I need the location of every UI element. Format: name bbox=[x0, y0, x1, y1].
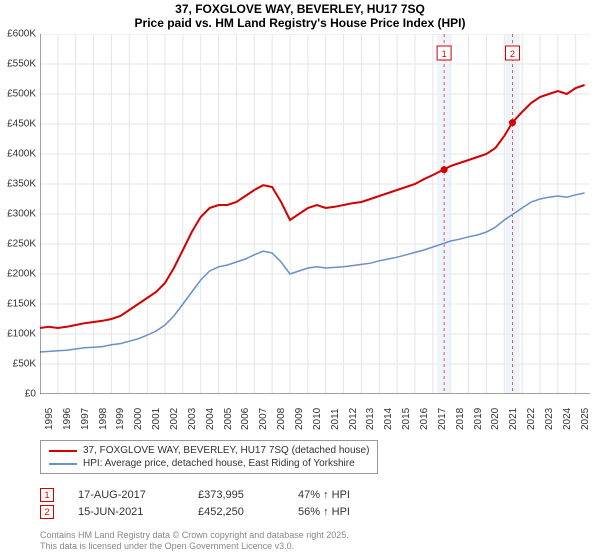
title-block: 37, FOXGLOVE WAY, BEVERLEY, HU17 7SQ Pri… bbox=[0, 0, 600, 34]
legend-swatch bbox=[49, 463, 77, 465]
x-tick-label: 1997 bbox=[80, 408, 91, 430]
sale-delta: 47% ↑ HPI bbox=[298, 489, 350, 501]
y-tick-label: £50K bbox=[13, 359, 36, 370]
sale-price: £373,995 bbox=[198, 489, 298, 501]
sale-row: 2 15-JUN-2021£452,25056% ↑ HPI bbox=[40, 505, 350, 519]
legend-label: 37, FOXGLOVE WAY, BEVERLEY, HU17 7SQ (de… bbox=[83, 445, 369, 456]
chart-svg: 12 bbox=[40, 34, 590, 394]
y-tick-label: £500K bbox=[7, 89, 36, 100]
footer-line1: Contains HM Land Registry data © Crown c… bbox=[40, 530, 349, 541]
legend-label: HPI: Average price, detached house, East… bbox=[83, 458, 355, 469]
x-tick-label: 2009 bbox=[294, 408, 305, 430]
y-tick-label: £300K bbox=[7, 209, 36, 220]
y-tick-label: £450K bbox=[7, 119, 36, 130]
svg-text:1: 1 bbox=[442, 49, 447, 59]
x-tick-label: 2000 bbox=[133, 408, 144, 430]
y-tick-label: £200K bbox=[7, 269, 36, 280]
sale-date: 17-AUG-2017 bbox=[78, 489, 198, 501]
sale-price: £452,250 bbox=[198, 506, 298, 518]
x-tick-label: 2016 bbox=[419, 408, 430, 430]
legend-item: 37, FOXGLOVE WAY, BEVERLEY, HU17 7SQ (de… bbox=[49, 444, 369, 457]
title-line2: Price paid vs. HM Land Registry's House … bbox=[0, 16, 600, 30]
x-tick-label: 2008 bbox=[276, 408, 287, 430]
y-tick-label: £100K bbox=[7, 329, 36, 340]
x-tick-label: 1999 bbox=[115, 408, 126, 430]
title-line1: 37, FOXGLOVE WAY, BEVERLEY, HU17 7SQ bbox=[0, 2, 600, 16]
sale-row: 1 17-AUG-2017£373,99547% ↑ HPI bbox=[40, 488, 350, 502]
x-tick-label: 2025 bbox=[580, 408, 591, 430]
x-tick-label: 2001 bbox=[151, 408, 162, 430]
x-tick-label: 2005 bbox=[223, 408, 234, 430]
x-axis-labels: 1995 1996 1997 1998 1999 2000 2001 2002 2003 2004… bbox=[40, 400, 590, 440]
x-tick-label: 1996 bbox=[62, 408, 73, 430]
x-tick-label: 2018 bbox=[455, 408, 466, 430]
legend-box: 37, FOXGLOVE WAY, BEVERLEY, HU17 7SQ (de… bbox=[40, 440, 378, 474]
y-tick-label: £350K bbox=[7, 179, 36, 190]
x-tick-label: 2021 bbox=[508, 408, 519, 430]
sale-marker: 1 bbox=[40, 488, 54, 502]
sale-marker: 2 bbox=[40, 505, 54, 519]
x-tick-label: 2006 bbox=[240, 408, 251, 430]
chart-area: £0£50K£100K£150K£200K£250K£300K£350K£400… bbox=[40, 34, 590, 394]
y-tick-label: £150K bbox=[7, 299, 36, 310]
x-tick-label: 2015 bbox=[401, 408, 412, 430]
svg-text:2: 2 bbox=[510, 49, 515, 59]
sale-delta: 56% ↑ HPI bbox=[298, 506, 350, 518]
x-tick-label: 2012 bbox=[348, 408, 359, 430]
y-tick-label: £550K bbox=[7, 59, 36, 70]
sales-table: 1 17-AUG-2017£373,99547% ↑ HPI 2 15-JUN-202… bbox=[40, 488, 350, 522]
x-tick-label: 2017 bbox=[437, 408, 448, 430]
x-tick-label: 1998 bbox=[98, 408, 109, 430]
sale-date: 15-JUN-2021 bbox=[78, 506, 198, 518]
y-tick-label: £0 bbox=[25, 389, 36, 400]
y-tick-label: £400K bbox=[7, 149, 36, 160]
x-tick-label: 2004 bbox=[205, 408, 216, 430]
legend-item: HPI: Average price, detached house, East… bbox=[49, 457, 369, 470]
x-tick-label: 2002 bbox=[169, 408, 180, 430]
x-tick-label: 2003 bbox=[187, 408, 198, 430]
x-tick-label: 2010 bbox=[312, 408, 323, 430]
x-tick-label: 2014 bbox=[383, 408, 394, 430]
x-tick-label: 2019 bbox=[473, 408, 484, 430]
footer-text: Contains HM Land Registry data © Crown c… bbox=[40, 530, 349, 552]
x-tick-label: 2007 bbox=[258, 408, 269, 430]
y-axis-labels: £0£50K£100K£150K£200K£250K£300K£350K£400… bbox=[0, 34, 38, 394]
y-tick-label: £250K bbox=[7, 239, 36, 250]
footer-line2: This data is licensed under the Open Gov… bbox=[40, 541, 349, 552]
x-tick-label: 2011 bbox=[330, 408, 341, 430]
x-tick-label: 2020 bbox=[490, 408, 501, 430]
x-tick-label: 2023 bbox=[544, 408, 555, 430]
legend-swatch bbox=[49, 450, 77, 452]
x-tick-label: 2013 bbox=[365, 408, 376, 430]
x-tick-label: 2022 bbox=[526, 408, 537, 430]
chart-container: 37, FOXGLOVE WAY, BEVERLEY, HU17 7SQ Pri… bbox=[0, 0, 600, 560]
x-tick-label: 2024 bbox=[562, 408, 573, 430]
x-tick-label: 1995 bbox=[44, 408, 55, 430]
y-tick-label: £600K bbox=[7, 29, 36, 40]
